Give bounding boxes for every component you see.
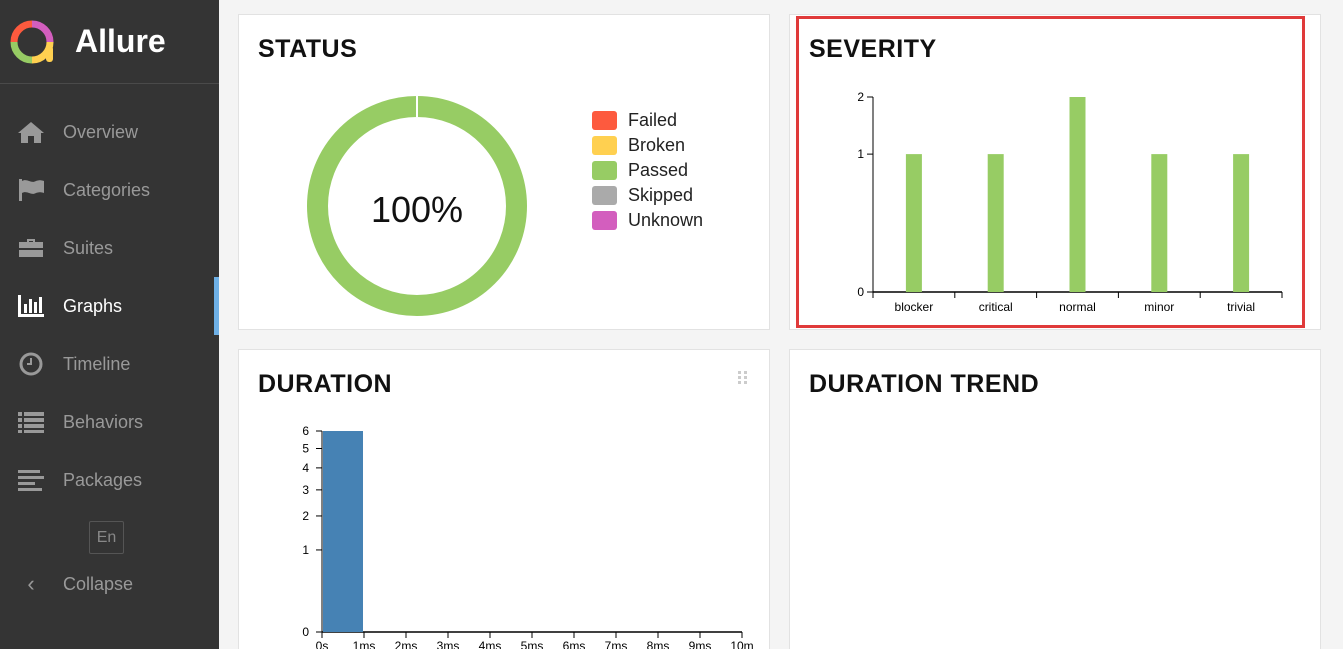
x-tick-label: critical bbox=[979, 300, 1013, 314]
severity-bar-normal[interactable] bbox=[1069, 97, 1086, 292]
home-icon bbox=[16, 119, 46, 145]
chevron-left-icon: ‹ bbox=[27, 571, 35, 596]
widget-title: SEVERITY bbox=[809, 35, 937, 63]
collapse-label: Collapse bbox=[63, 573, 134, 594]
language-button[interactable]: En bbox=[89, 521, 124, 554]
sidebar-item-behaviors[interactable]: Behaviors bbox=[0, 393, 219, 451]
x-tick-label: blocker bbox=[895, 300, 934, 314]
duration-trend-widget: DURATION TREND bbox=[789, 349, 1321, 649]
legend-item-broken[interactable]: Broken bbox=[592, 133, 703, 158]
sidebar-item-packages[interactable]: Packages bbox=[0, 451, 219, 509]
duration-widget: DURATION 0 1 2 3 4 5 6 0s 1ms 2ms 3ms 4ms 5ms 6ms 7ms 8… bbox=[238, 349, 770, 649]
legend-swatch bbox=[592, 211, 617, 230]
x-tick-label: normal bbox=[1059, 300, 1096, 314]
align-left-icon bbox=[16, 467, 46, 493]
x-tick-label: 6ms bbox=[563, 639, 586, 649]
legend-swatch bbox=[592, 136, 617, 155]
x-tick-label: 9ms bbox=[689, 639, 712, 649]
x-tick-label: 5ms bbox=[521, 639, 544, 649]
sidebar-item-label: Timeline bbox=[63, 353, 131, 374]
sidebar-menu: Overview Categories Suites Graphs Timeli… bbox=[0, 103, 219, 509]
y-tick-label: 3 bbox=[302, 483, 309, 497]
sidebar-item-suites[interactable]: Suites bbox=[0, 219, 219, 277]
allure-logo-icon bbox=[10, 20, 54, 63]
x-tick-label: 2ms bbox=[395, 639, 418, 649]
y-tick-label: 4 bbox=[302, 461, 309, 475]
y-tick-label: 0 bbox=[302, 625, 309, 639]
clock-icon bbox=[16, 351, 46, 377]
duration-histogram: 0 1 2 3 4 5 6 0s 1ms 2ms 3ms 4ms 5ms 6ms 7ms 8ms 9ms 10m bbox=[302, 424, 753, 649]
legend-item-failed[interactable]: Failed bbox=[592, 108, 703, 133]
y-tick-label: 0 bbox=[857, 285, 864, 299]
x-tick-label: minor bbox=[1144, 300, 1174, 314]
x-tick-label: 0s bbox=[316, 639, 329, 649]
widget-title: DURATION TREND bbox=[809, 370, 1040, 398]
severity-bar-critical[interactable] bbox=[987, 154, 1004, 292]
flag-icon bbox=[16, 177, 46, 203]
legend-swatch bbox=[592, 161, 617, 180]
x-tick-label: trivial bbox=[1227, 300, 1255, 314]
briefcase-icon bbox=[16, 235, 46, 261]
widget-title: DURATION bbox=[258, 370, 393, 398]
legend-swatch bbox=[592, 186, 617, 205]
sidebar: Allure Overview Categories Suites Graphs… bbox=[0, 0, 219, 649]
list-icon bbox=[16, 409, 46, 435]
legend-swatch bbox=[592, 111, 617, 130]
y-tick-label: 2 bbox=[857, 90, 864, 104]
sidebar-item-timeline[interactable]: Timeline bbox=[0, 335, 219, 393]
y-tick-label: 6 bbox=[302, 424, 309, 438]
status-percent-label: 100% bbox=[371, 189, 463, 230]
legend-item-unknown[interactable]: Unknown bbox=[592, 208, 703, 233]
bar-chart-icon bbox=[16, 293, 46, 319]
x-tick-label: 1ms bbox=[353, 639, 376, 649]
legend-label: Failed bbox=[628, 110, 678, 130]
y-tick-label: 1 bbox=[302, 543, 309, 557]
brand[interactable]: Allure bbox=[0, 0, 219, 84]
severity-bar-minor[interactable] bbox=[1151, 154, 1168, 292]
brand-name: Allure bbox=[75, 23, 166, 59]
severity-widget: SEVERITY 0 1 2 blocker critical normal minor tr… bbox=[789, 14, 1321, 330]
sidebar-item-graphs[interactable]: Graphs bbox=[0, 277, 219, 335]
legend-label: Skipped bbox=[628, 185, 694, 205]
sidebar-item-label: Packages bbox=[63, 469, 143, 490]
severity-bar-trivial[interactable] bbox=[1233, 154, 1250, 292]
x-tick-label: 10m bbox=[730, 639, 753, 649]
legend-item-passed[interactable]: Passed bbox=[592, 158, 703, 183]
y-tick-label: 1 bbox=[857, 147, 864, 161]
sidebar-item-overview[interactable]: Overview bbox=[0, 103, 219, 161]
y-tick-label: 5 bbox=[302, 442, 309, 456]
legend-label: Broken bbox=[628, 135, 686, 155]
sidebar-item-label: Categories bbox=[63, 179, 151, 200]
legend-item-skipped[interactable]: Skipped bbox=[592, 183, 703, 208]
drag-handle-icon[interactable] bbox=[737, 370, 749, 386]
severity-bar-blocker[interactable] bbox=[905, 154, 922, 292]
x-tick-label: 3ms bbox=[437, 639, 460, 649]
sidebar-item-label: Overview bbox=[63, 121, 139, 142]
widget-title: STATUS bbox=[258, 35, 358, 63]
y-tick-label: 2 bbox=[302, 509, 309, 523]
sidebar-item-label: Suites bbox=[63, 237, 114, 258]
x-tick-label: 8ms bbox=[647, 639, 670, 649]
sidebar-item-label: Behaviors bbox=[63, 411, 144, 432]
x-tick-label: 4ms bbox=[479, 639, 502, 649]
legend-label: Passed bbox=[628, 160, 689, 180]
collapse-button[interactable]: ‹ Collapse bbox=[16, 568, 133, 600]
status-donut-chart: 100% bbox=[307, 96, 527, 316]
sidebar-item-categories[interactable]: Categories bbox=[0, 161, 219, 219]
status-widget: STATUS 100% Failed Broken Passed Skipped… bbox=[238, 14, 770, 330]
legend-label: Unknown bbox=[628, 210, 704, 230]
sidebar-item-label: Graphs bbox=[63, 295, 123, 316]
x-tick-label: 7ms bbox=[605, 639, 628, 649]
status-legend: Failed Broken Passed Skipped Unknown bbox=[592, 108, 703, 233]
duration-bar[interactable] bbox=[323, 431, 363, 632]
severity-bar-chart: 0 1 2 blocker critical normal minor trivial bbox=[857, 90, 1283, 314]
